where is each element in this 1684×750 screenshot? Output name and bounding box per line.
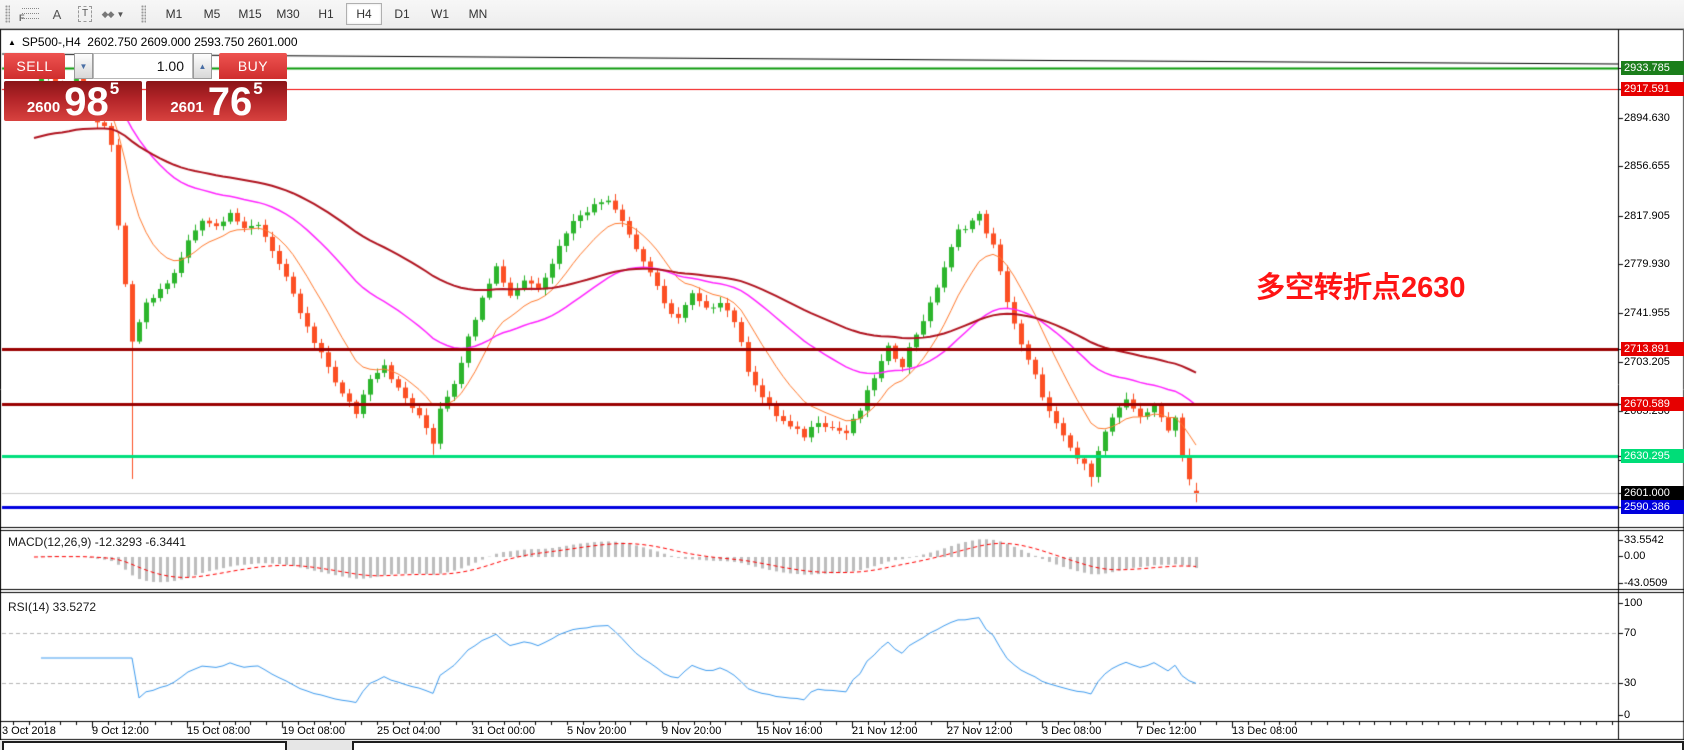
price-level-label[interactable]: 2601.000 [1621,486,1684,500]
sell-button[interactable]: SELL [4,53,65,79]
arrows-tool-icon[interactable]: ◆◆ ▼ [101,8,125,19]
volume-input[interactable] [93,53,193,79]
price-level-label[interactable]: 2713.891 [1621,341,1684,356]
volume-increase-button[interactable]: ▲ [193,53,212,79]
buy-big-figure: 2601 [170,99,204,116]
fibonacci-tool-icon[interactable]: F [17,5,41,23]
timeframe-button-w1[interactable]: W1 [431,7,449,21]
price-level-label[interactable]: 2630.295 [1621,448,1684,463]
chart-title: ▲ SP500-,H4 2602.750 2609.000 2593.750 26… [8,35,298,49]
timeframe-button-h4[interactable]: H4 [346,3,382,25]
text-label-tool-icon[interactable]: T [73,4,97,24]
collapse-panel-icon[interactable]: ▲ [8,38,16,47]
timeframe-button-m15[interactable]: M15 [238,7,262,21]
price-level-label[interactable]: 2590.386 [1621,499,1684,514]
buy-price-main: 76 [207,80,253,124]
sell-price-button[interactable]: 2600 98 5 [4,79,142,124]
rsi-indicator-label: RSI(14) 33.5272 [8,600,97,614]
toolbar: F A T ◆◆ ▼ M1 M5 M15 M30 H1 H4 D1 W1 MN [0,0,1684,29]
timeframe-button-mn[interactable]: MN [468,7,488,21]
bottom-status-bar [0,740,1684,750]
timeframe-button-m5[interactable]: M5 [203,7,221,21]
toolbar-grip [5,5,10,23]
timeframe-button-d1[interactable]: D1 [394,7,410,21]
chart-annotation-text: 多空转折点2630 [1256,272,1466,304]
toolbar-grip [141,5,146,23]
price-level-label[interactable]: 2933.785 [1621,60,1684,75]
sell-price-main: 98 [64,80,109,124]
price-level-label[interactable]: 2670.589 [1621,397,1684,412]
timeframe-toolbar: M1 M5 M15 M30 H1 H4 D1 W1 MN [155,3,497,25]
ohlc-values: 2602.750 2609.000 2593.750 2601.000 [87,35,298,49]
timeframe-button-h1[interactable]: H1 [318,7,334,21]
timeframe-button-m30[interactable]: M30 [276,7,300,21]
buy-button[interactable]: BUY [219,53,287,79]
macd-indicator-label: MACD(12,26,9) -12.3293 -6.3441 [8,535,187,549]
buy-price-pip: 5 [253,79,263,98]
symbol-period-label: SP500-,H4 [21,35,81,49]
status-bar-segment [2,741,287,750]
price-level-label[interactable]: 2917.591 [1621,81,1684,96]
chevron-down-icon: ▼ [116,9,125,19]
sell-big-figure: 2600 [26,99,61,116]
buy-price-button[interactable]: 2601 76 5 [146,79,287,124]
timeframe-button-m1[interactable]: M1 [165,7,183,21]
sell-price-pip: 5 [109,79,120,98]
text-tool-icon[interactable]: A [52,6,62,22]
volume-decrease-button[interactable]: ▼ [74,53,93,79]
status-bar-segment [352,741,1684,750]
